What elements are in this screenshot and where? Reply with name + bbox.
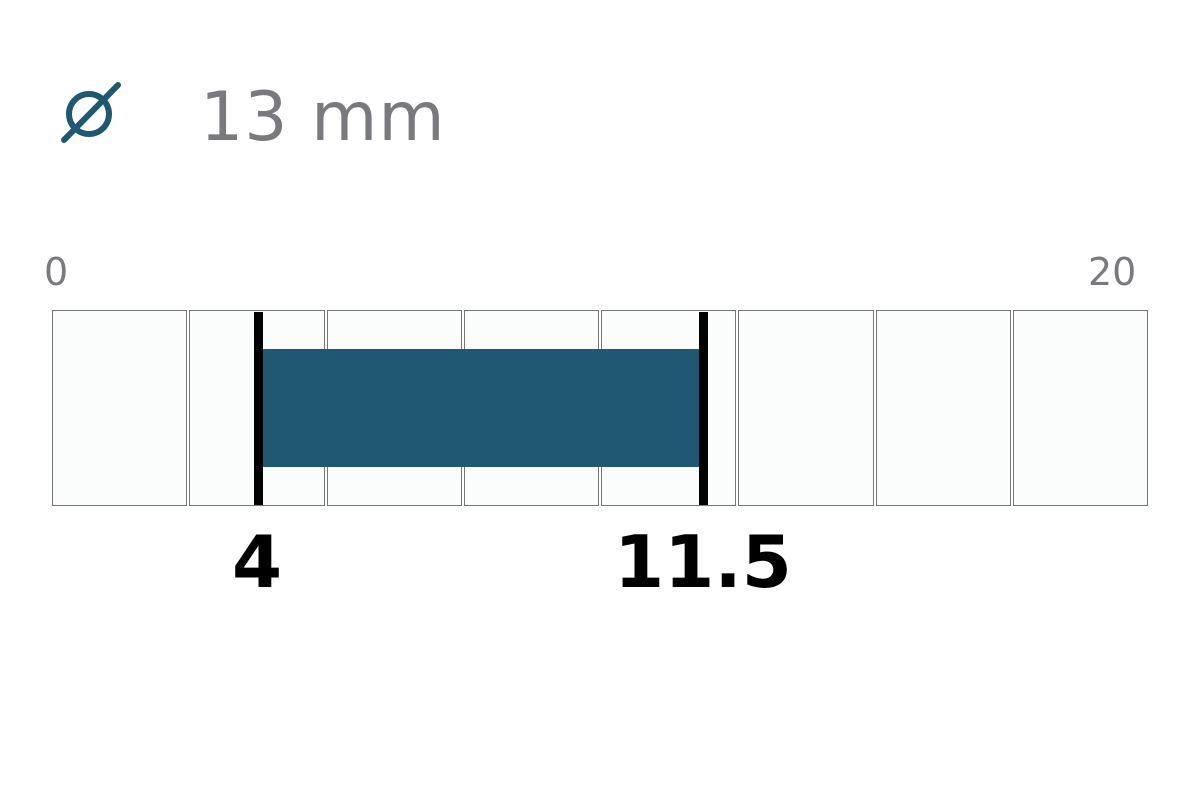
diameter-icon xyxy=(61,82,121,143)
scale-segment xyxy=(1012,310,1148,506)
range-low-label: 4 xyxy=(231,520,283,604)
range-low-marker xyxy=(254,312,263,505)
scale-segment xyxy=(738,310,874,506)
diameter-value: 13 mm xyxy=(200,78,446,157)
scale-segment xyxy=(875,310,1011,506)
range-high-marker xyxy=(699,312,708,505)
scale-min-label: 0 xyxy=(44,250,69,294)
range-bar xyxy=(262,349,700,467)
scale-max-label: 20 xyxy=(1088,250,1137,294)
range-high-label: 11.5 xyxy=(614,520,792,604)
scale-segment xyxy=(52,310,188,506)
